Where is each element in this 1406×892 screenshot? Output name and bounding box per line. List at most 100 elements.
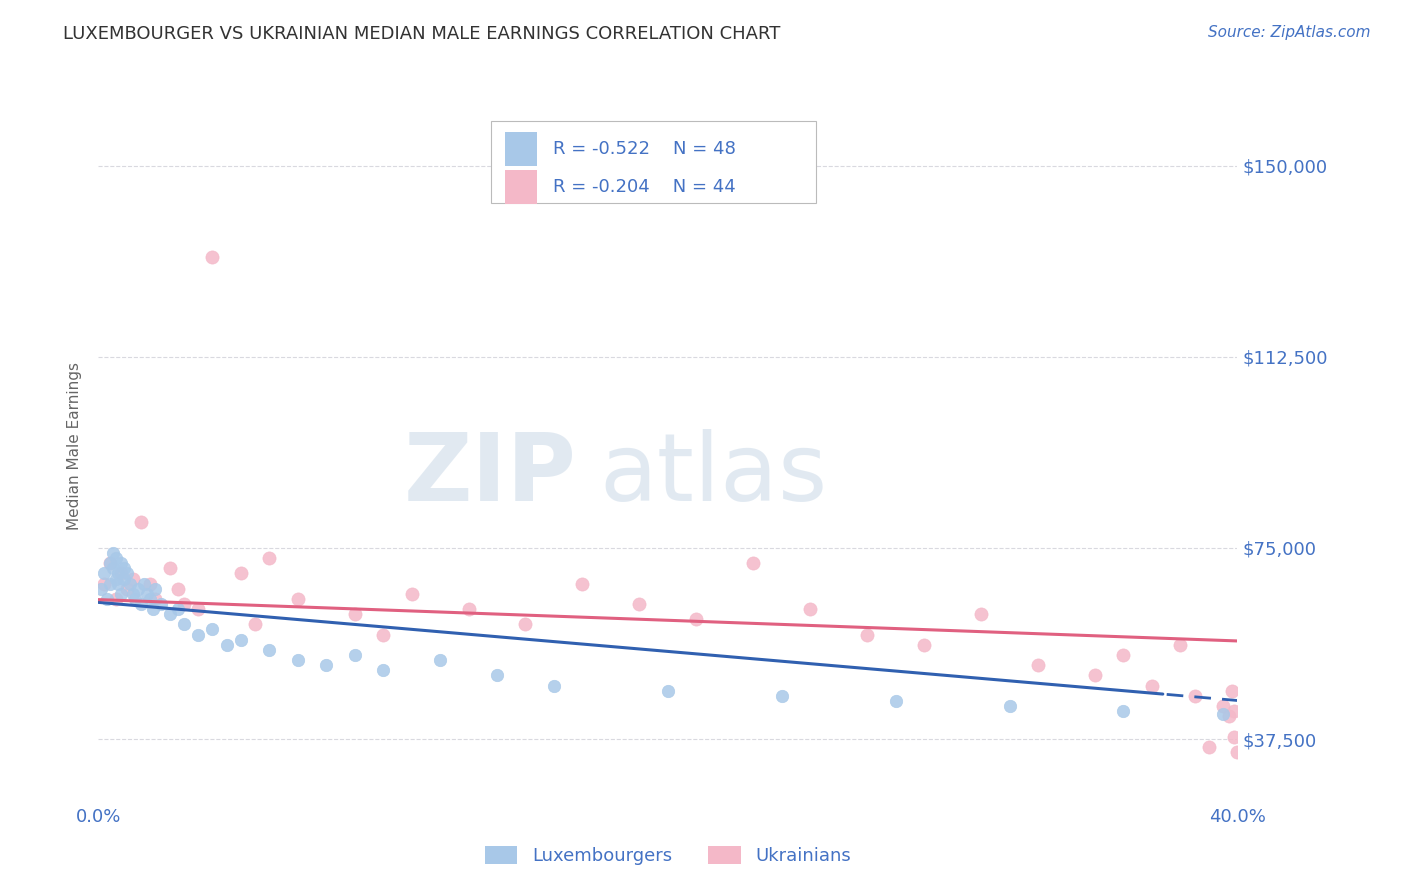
FancyBboxPatch shape [491,121,815,203]
Point [1223,704,1246,718]
Point [657,683,679,698]
Point [315,658,337,673]
Text: atlas: atlas [599,428,828,521]
Point [96,591,118,606]
Point [457,602,479,616]
Point [138,591,160,606]
Point [90,582,112,596]
Point [159,607,181,622]
Point [1112,704,1135,718]
Bar [505,169,537,204]
Point [912,638,935,652]
Point [110,556,132,570]
Point [112,561,135,575]
Point [98,576,121,591]
Point [543,679,565,693]
Point [107,576,129,591]
Point [110,587,132,601]
Point [98,556,121,570]
Point [259,643,281,657]
Point [201,251,224,265]
Text: Source: ZipAtlas.com: Source: ZipAtlas.com [1208,25,1371,40]
Point [287,591,309,606]
Point [1026,658,1049,673]
Point [1112,648,1135,662]
Point [1170,638,1192,652]
Legend: Luxembourgers, Ukrainians: Luxembourgers, Ukrainians [478,838,858,872]
Point [138,576,160,591]
Point [187,602,209,616]
Point [104,591,127,606]
Point [93,576,115,591]
Point [173,617,195,632]
Point [998,698,1021,713]
Point [571,576,593,591]
Point [159,561,181,575]
Point [343,648,366,662]
Point [429,653,451,667]
Point [486,668,509,682]
Point [742,556,765,570]
Point [1198,739,1220,754]
Point [401,587,423,601]
Point [141,602,163,616]
Text: R = -0.204    N = 44: R = -0.204 N = 44 [553,178,735,196]
Point [343,607,366,622]
Point [150,597,173,611]
Text: LUXEMBOURGER VS UKRAINIAN MEDIAN MALE EARNINGS CORRELATION CHART: LUXEMBOURGER VS UKRAINIAN MEDIAN MALE EA… [63,25,780,43]
Point [259,551,281,566]
Point [515,617,537,632]
Point [104,551,127,566]
Text: ZIP: ZIP [404,428,576,521]
Point [229,566,252,581]
Point [215,638,238,652]
Point [93,566,115,581]
Point [229,632,252,647]
Point [110,566,132,581]
Point [201,623,224,637]
Point [115,582,138,596]
Point [118,576,141,591]
Point [101,546,124,560]
Point [187,627,209,641]
Text: R = -0.522    N = 48: R = -0.522 N = 48 [553,140,735,158]
Point [770,689,793,703]
Point [1218,709,1240,723]
Point [98,556,121,570]
Point [173,597,195,611]
Point [101,561,124,575]
Point [127,582,149,596]
Point [628,597,651,611]
Point [115,566,138,581]
Point [167,602,190,616]
Point [685,612,707,626]
Point [104,572,127,586]
Point [1223,730,1246,744]
Point [287,653,309,667]
Point [124,591,146,606]
Point [243,617,266,632]
Point [132,576,155,591]
Point [121,572,143,586]
Point [167,582,190,596]
Point [1212,706,1234,721]
Point [129,516,152,530]
Bar [505,132,537,166]
Point [129,597,152,611]
Point [135,587,157,601]
Point [1212,698,1234,713]
Point [856,627,879,641]
Point [107,566,129,581]
Point [121,587,143,601]
Point [145,591,167,606]
Point [373,663,395,677]
Point [1184,689,1206,703]
Point [1084,668,1107,682]
Point [112,572,135,586]
Point [970,607,993,622]
Point [884,694,907,708]
Point [799,602,821,616]
Point [1220,683,1243,698]
Y-axis label: Median Male Earnings: Median Male Earnings [67,362,83,530]
Point [373,627,395,641]
